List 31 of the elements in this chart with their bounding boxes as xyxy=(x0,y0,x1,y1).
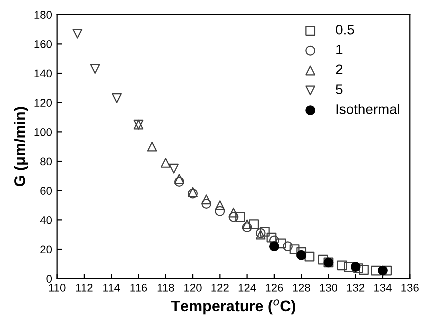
x-tick-label: 124 xyxy=(238,284,256,292)
y-tick-label: 40 xyxy=(40,216,52,224)
x-tick-label: 128 xyxy=(293,284,310,292)
y-tick-label: 60 xyxy=(40,187,52,195)
legend-label: Isothermal xyxy=(336,104,400,114)
y-tick-label: 0 xyxy=(46,275,52,283)
x-tick-label: 126 xyxy=(266,284,284,292)
x-tick-label: 130 xyxy=(320,284,338,292)
x-tick-label: 116 xyxy=(130,284,148,292)
x-tick-label: 122 xyxy=(212,284,229,292)
legend-label: 1 xyxy=(336,44,343,55)
y-tick-label: 140 xyxy=(34,70,52,78)
legend-label: 0.5 xyxy=(336,24,354,35)
x-axis-title: Temperature ($^{o}$C) xyxy=(171,300,296,315)
y-tick-label: 20 xyxy=(40,246,52,254)
y-axis-title: G (μm/min) xyxy=(14,107,28,187)
y-tick-label: 80 xyxy=(40,158,52,166)
x-tick-label: 114 xyxy=(104,284,120,292)
x-tick-label: 134 xyxy=(374,284,392,292)
legend-label: 2 xyxy=(336,64,343,74)
x-tick-label: 110 xyxy=(49,284,66,292)
y-tick-label: 160 xyxy=(34,40,52,48)
y-tick-label: 100 xyxy=(34,128,52,136)
legend-label: 5 xyxy=(336,84,343,94)
x-tick-label: 132 xyxy=(347,284,365,292)
y-tick-label: 180 xyxy=(34,11,52,19)
x-tick-label: 136 xyxy=(402,284,419,292)
x-tick-label: 118 xyxy=(158,284,174,292)
x-tick-label: 120 xyxy=(184,284,202,292)
y-tick-label: 120 xyxy=(34,99,52,107)
x-tick-label: 112 xyxy=(76,284,93,292)
